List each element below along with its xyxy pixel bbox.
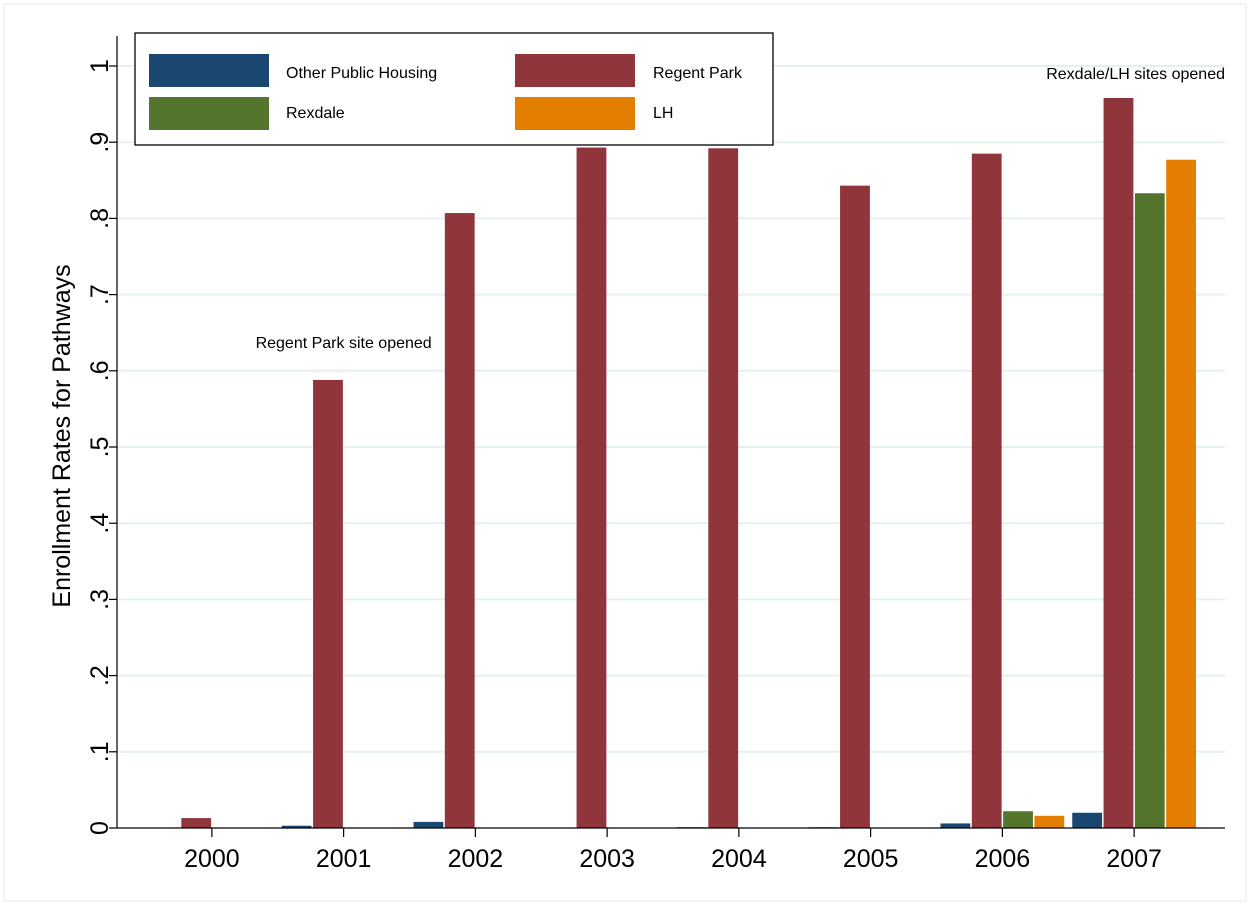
legend-swatch bbox=[515, 54, 635, 87]
legend-label: Regent Park bbox=[653, 65, 743, 82]
bar bbox=[708, 148, 739, 828]
x-tick-label: 2007 bbox=[1106, 845, 1162, 873]
legend-swatch bbox=[515, 97, 635, 130]
y-tick-label: .1 bbox=[86, 741, 114, 762]
bar bbox=[971, 153, 1002, 828]
y-tick-label: 0 bbox=[86, 821, 114, 835]
x-tick-label: 2002 bbox=[448, 845, 504, 873]
x-ticks: 2000 2001 2002 2003 2004 2005 2006 2007 bbox=[184, 828, 1162, 873]
bar bbox=[1003, 811, 1033, 828]
legend-label: Rexdale bbox=[286, 105, 345, 122]
bars bbox=[181, 98, 1196, 829]
legend: Other Public Housing Regent Park Rexdale LH bbox=[134, 32, 774, 146]
bar bbox=[1166, 159, 1196, 828]
bar bbox=[281, 825, 312, 828]
y-tick-label: .3 bbox=[86, 589, 114, 610]
x-tick-label: 2003 bbox=[579, 845, 635, 873]
bar bbox=[576, 147, 607, 828]
bar bbox=[840, 185, 870, 828]
annotation-label: Regent Park site opened bbox=[256, 335, 432, 352]
annotation-label: Rexdale/LH sites opened bbox=[1046, 66, 1225, 83]
bar bbox=[444, 213, 475, 829]
bar bbox=[181, 818, 212, 828]
bar bbox=[313, 379, 343, 828]
y-tick-label: 1 bbox=[86, 59, 114, 73]
bar bbox=[1072, 812, 1103, 828]
bar bbox=[940, 823, 971, 828]
y-tick-label: .7 bbox=[86, 284, 114, 305]
bar bbox=[1134, 193, 1165, 828]
y-tick-label: .4 bbox=[86, 513, 114, 534]
annotations: Regent Park site opened Rexdale/LH sites … bbox=[256, 66, 1225, 352]
legend-label: Other Public Housing bbox=[286, 65, 437, 82]
y-ticks: 0 .1 .2 .3 .4 .5 .6 .7 .8 .9 1 bbox=[86, 59, 117, 835]
legend-swatch bbox=[149, 54, 269, 87]
y-axis-title: Enrollment Rates for Pathways bbox=[48, 264, 76, 607]
x-tick-label: 2004 bbox=[711, 845, 767, 873]
x-tick-label: 2000 bbox=[184, 845, 240, 873]
x-tick-label: 2001 bbox=[316, 845, 372, 873]
y-tick-label: .8 bbox=[86, 208, 114, 229]
axes bbox=[116, 36, 1225, 829]
legend-label: LH bbox=[653, 105, 673, 122]
bar bbox=[1103, 98, 1134, 828]
y-tick-label: .2 bbox=[86, 665, 114, 686]
y-tick-label: .5 bbox=[86, 437, 114, 458]
y-tick-label: .9 bbox=[86, 132, 114, 153]
x-tick-label: 2006 bbox=[975, 845, 1031, 873]
x-tick-label: 2005 bbox=[843, 845, 899, 873]
bar bbox=[413, 821, 444, 828]
bar bbox=[1034, 815, 1065, 828]
y-tick-label: .6 bbox=[86, 360, 114, 381]
legend-swatch bbox=[149, 97, 269, 130]
